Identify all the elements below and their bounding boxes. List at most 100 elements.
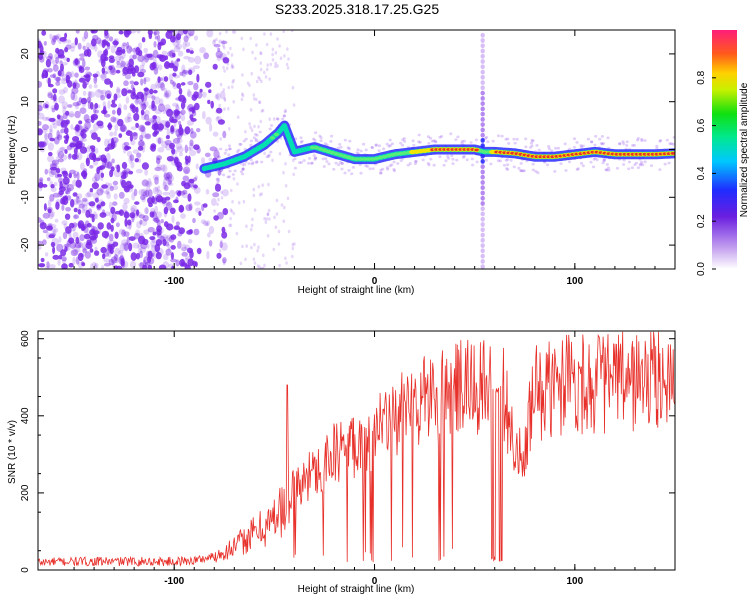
- ridge-halo: [507, 142, 511, 145]
- noise-blob: [77, 142, 86, 148]
- noise-blob: [140, 188, 148, 197]
- noise-blob: [193, 184, 198, 189]
- colorbar-tick-label: 0.6: [696, 118, 707, 132]
- ridge-halo: [338, 143, 342, 146]
- ridge-halo: [366, 165, 370, 168]
- noise-blob: [287, 229, 291, 234]
- noise-blob: [89, 145, 96, 150]
- snr-marks: [38, 331, 675, 567]
- noise-blob: [257, 75, 260, 80]
- noise-blob: [106, 152, 111, 162]
- noise-blob: [123, 185, 130, 193]
- ridge-halo: [590, 140, 594, 144]
- ridge-halo: [417, 140, 421, 144]
- noise-blob: [118, 191, 125, 199]
- noise-blob: [113, 193, 118, 200]
- noise-blob: [212, 63, 218, 70]
- ridge-halo: [241, 172, 245, 176]
- noise-blob: [214, 94, 219, 100]
- artifact-blob: [480, 90, 485, 96]
- noise-blob: [57, 158, 64, 163]
- ridge-halo: [359, 171, 363, 175]
- noise-blob: [93, 107, 97, 114]
- ridge-halo: [556, 146, 561, 150]
- noise-blob: [99, 212, 107, 218]
- noise-blob: [195, 163, 199, 170]
- ridge-halo: [418, 140, 422, 144]
- noise-blob: [291, 242, 295, 247]
- noise-blob: [263, 32, 266, 36]
- noise-blob: [150, 239, 157, 248]
- noise-blob: [95, 70, 100, 78]
- noise-blob: [157, 76, 161, 83]
- noise-blob: [222, 88, 226, 92]
- noise-blob: [166, 108, 174, 117]
- artifact-blob: [480, 132, 485, 138]
- ridge-halo: [323, 142, 327, 146]
- noise-blob: [131, 132, 139, 137]
- noise-blob: [143, 77, 147, 85]
- noise-blob: [153, 41, 157, 48]
- noise-blob: [150, 244, 157, 252]
- noise-blob: [216, 211, 224, 220]
- ridge-halo: [388, 144, 392, 147]
- noise-blob: [112, 185, 119, 191]
- noise-blob: [168, 73, 173, 82]
- artifact-blob: [480, 101, 485, 106]
- ridge-halo: [512, 137, 516, 141]
- noise-blob: [39, 141, 47, 148]
- noise-blob: [260, 79, 263, 84]
- noise-blob: [123, 80, 129, 87]
- noise-blob: [221, 226, 226, 233]
- noise-blob: [49, 137, 55, 142]
- noise-blob: [193, 91, 199, 99]
- noise-blob: [263, 70, 266, 75]
- ridge-halo: [343, 138, 347, 142]
- noise-blob: [143, 87, 149, 92]
- noise-blob: [218, 248, 222, 253]
- noise-blob: [263, 151, 266, 156]
- noise-blob: [75, 30, 80, 34]
- noise-blob: [261, 183, 265, 187]
- noise-blob: [70, 198, 75, 208]
- noise-blob: [251, 50, 254, 55]
- noise-blob: [42, 183, 48, 188]
- noise-blob: [141, 238, 149, 246]
- ridge-halo: [627, 167, 631, 171]
- noise-blob: [189, 50, 194, 54]
- artifact-blob: [480, 122, 485, 127]
- noise-blob: [38, 217, 42, 223]
- noise-blob: [78, 66, 85, 73]
- noise-blob: [269, 62, 273, 67]
- ridge-halo: [351, 166, 355, 169]
- noise-blob: [94, 250, 100, 256]
- ridge-halo: [327, 162, 331, 166]
- noise-blob: [56, 149, 61, 156]
- ridge-halo: [606, 136, 610, 140]
- ridge-halo: [446, 154, 450, 158]
- noise-blob: [177, 165, 183, 172]
- noise-blob: [271, 58, 275, 62]
- noise-blob: [244, 257, 247, 262]
- noise-blob: [103, 49, 107, 56]
- noise-blob: [187, 258, 194, 267]
- noise-blob: [123, 197, 130, 204]
- noise-blob: [166, 174, 175, 183]
- noise-blob: [119, 243, 126, 252]
- noise-blob: [274, 225, 278, 230]
- ridge-halo: [636, 138, 640, 142]
- noise-blob: [105, 182, 110, 187]
- ridge-halo: [491, 139, 495, 143]
- ridge-halo: [307, 161, 311, 165]
- noise-blob: [140, 246, 147, 253]
- ridge-halo: [254, 161, 258, 164]
- noise-blob: [82, 204, 88, 212]
- artifact-blob: [480, 232, 485, 238]
- noise-blob: [72, 192, 78, 197]
- noise-blob: [187, 30, 195, 37]
- noise-blob: [104, 30, 109, 37]
- noise-blob: [268, 217, 271, 221]
- ridge-halo: [347, 147, 351, 151]
- noise-blob: [118, 228, 126, 235]
